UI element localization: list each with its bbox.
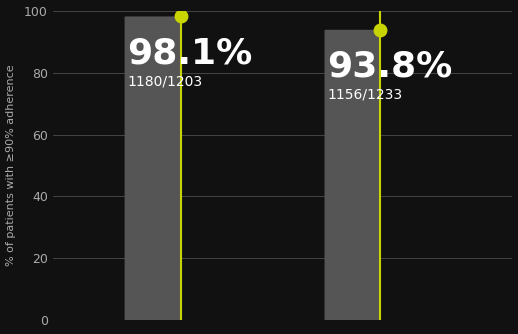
FancyBboxPatch shape bbox=[324, 30, 381, 320]
Text: 93.8%: 93.8% bbox=[327, 50, 453, 84]
Text: 98.1%: 98.1% bbox=[127, 37, 253, 70]
Y-axis label: % of patients with ≥90% adherence: % of patients with ≥90% adherence bbox=[6, 65, 16, 266]
Text: 1156/1233: 1156/1233 bbox=[327, 88, 402, 102]
FancyBboxPatch shape bbox=[125, 16, 181, 320]
Text: 1180/1203: 1180/1203 bbox=[127, 74, 203, 89]
